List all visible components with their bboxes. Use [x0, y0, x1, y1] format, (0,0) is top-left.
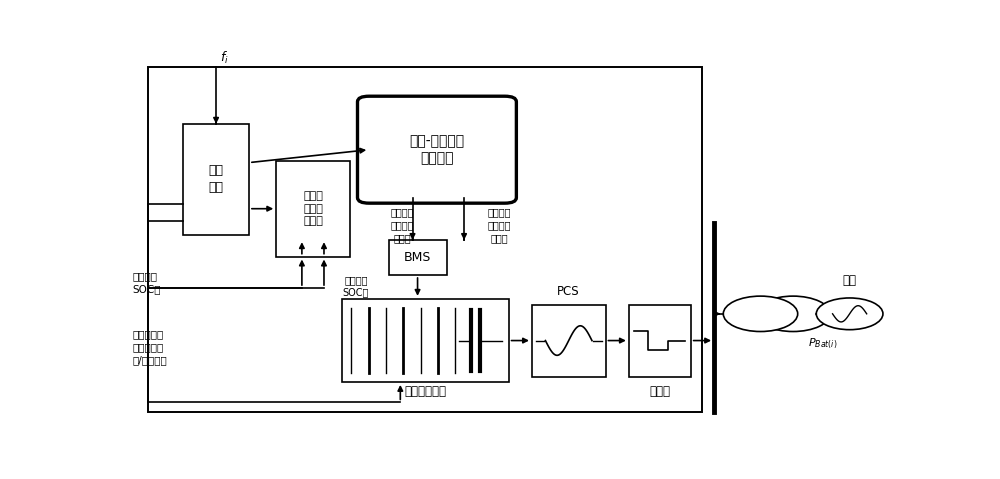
Bar — [276, 161, 350, 257]
Bar — [342, 299, 509, 382]
Bar — [183, 124, 249, 235]
Circle shape — [756, 296, 830, 331]
Text: 储能电池
输出功率
值命令: 储能电池 输出功率 值命令 — [488, 207, 511, 243]
Bar — [629, 305, 691, 376]
Text: 储能电池
充放电状
态命令: 储能电池 充放电状 态命令 — [391, 207, 414, 243]
Text: 电网: 电网 — [843, 274, 857, 287]
Text: 功率-频率转换
控制模块: 功率-频率转换 控制模块 — [409, 134, 464, 166]
Text: $P_{Bat(i)}$: $P_{Bat(i)}$ — [808, 336, 837, 351]
Text: BMS: BMS — [404, 251, 431, 264]
Text: 断路器: 断路器 — [649, 385, 670, 398]
FancyBboxPatch shape — [358, 96, 516, 203]
Circle shape — [723, 296, 798, 331]
Text: $f_i$: $f_i$ — [220, 49, 229, 66]
Text: 储能电池
SOC值: 储能电池 SOC值 — [343, 275, 369, 297]
Bar — [388, 240, 447, 275]
Circle shape — [816, 298, 883, 330]
Bar — [148, 67, 702, 411]
Text: 数据
采集: 数据 采集 — [209, 164, 224, 194]
Text: 数据存
储与管
理模块: 数据存 储与管 理模块 — [303, 191, 323, 227]
Text: 电池储能系统: 电池储能系统 — [405, 385, 447, 398]
Text: 储能电池
SOC值: 储能电池 SOC值 — [133, 271, 161, 294]
Bar — [532, 305, 606, 376]
Text: PCS: PCS — [557, 285, 580, 298]
Text: 储能电池输
出功率值、
充/放电状态: 储能电池输 出功率值、 充/放电状态 — [133, 329, 168, 365]
